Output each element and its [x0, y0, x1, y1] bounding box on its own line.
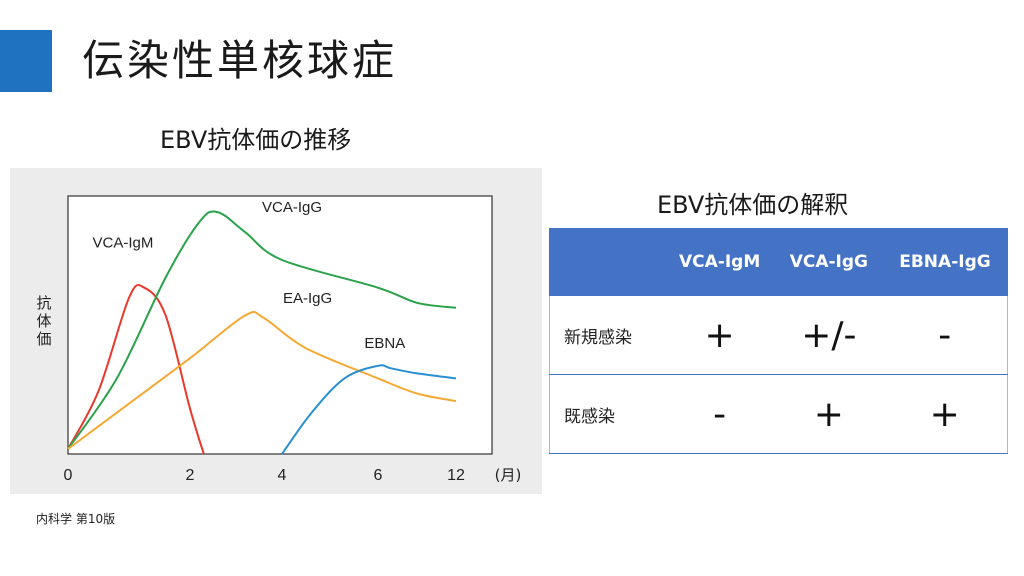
cell-value: - — [664, 374, 776, 454]
header-cell-vca-igm: VCA-IgM — [663, 228, 776, 296]
series-line-vca-igg — [67, 210, 457, 450]
title-accent-bar — [0, 30, 52, 92]
row-label: 新規感染 — [549, 295, 664, 375]
series-label-vca-igm: VCA-IgM — [93, 234, 154, 251]
source-citation: 内科学 第10版 — [36, 512, 116, 526]
series-line-vca-igm — [67, 284, 205, 455]
x-axis-unit: (月) — [495, 466, 522, 484]
header-cell-ebna-igg: EBNA-IgG — [881, 228, 1009, 296]
cell-value: + — [882, 374, 1009, 454]
row-label: 既感染 — [549, 374, 664, 454]
header-cell-blank — [549, 228, 665, 296]
y-axis-label-char: 抗 — [36, 294, 51, 312]
table-row-past-infection: 既感染 - + + — [549, 374, 1009, 454]
slide-title: 伝染性単核球症 — [82, 36, 398, 85]
y-axis-label-char: 体 — [36, 312, 51, 330]
cell-value: - — [882, 295, 1009, 375]
table-title: EBV抗体価の解釈 — [657, 191, 849, 219]
chart-svg: VCA-IgM VCA-IgG EA-IgG EBNA 0 2 4 6 12 (月) 抗体価 — [36, 195, 522, 484]
cell-value: + — [664, 295, 776, 375]
antibody-chart: VCA-IgM VCA-IgG EA-IgG EBNA 0 2 4 6 12 (月) 抗体価 — [10, 168, 542, 494]
series-line-ebna — [281, 364, 457, 455]
series-label-ea-igg: EA-IgG — [283, 290, 332, 307]
series-label-vca-igg: VCA-IgG — [262, 199, 322, 216]
table-row-new-infection: 新規感染 + +/- - — [549, 295, 1009, 375]
x-tick-label: 2 — [186, 467, 195, 484]
plot-area — [67, 195, 493, 455]
series-label-ebna: EBNA — [364, 335, 405, 352]
x-tick-label: 0 — [64, 467, 73, 484]
y-axis-label-char: 価 — [36, 330, 51, 348]
cell-value: +/- — [775, 295, 883, 375]
cell-value: + — [775, 374, 883, 454]
x-tick-label: 4 — [278, 467, 287, 484]
series-line-ea-igg — [67, 310, 457, 450]
x-tick-label: 6 — [374, 467, 383, 484]
header-cell-vca-igg: VCA-IgG — [774, 228, 883, 296]
x-tick-label: 12 — [447, 467, 465, 484]
interpretation-table: VCA-IgM VCA-IgG EBNA-IgG 新規感染 + +/- - 既感… — [549, 228, 1009, 454]
chart-title: EBV抗体価の推移 — [160, 126, 352, 154]
table-header-row: VCA-IgM VCA-IgG EBNA-IgG — [549, 228, 1009, 296]
